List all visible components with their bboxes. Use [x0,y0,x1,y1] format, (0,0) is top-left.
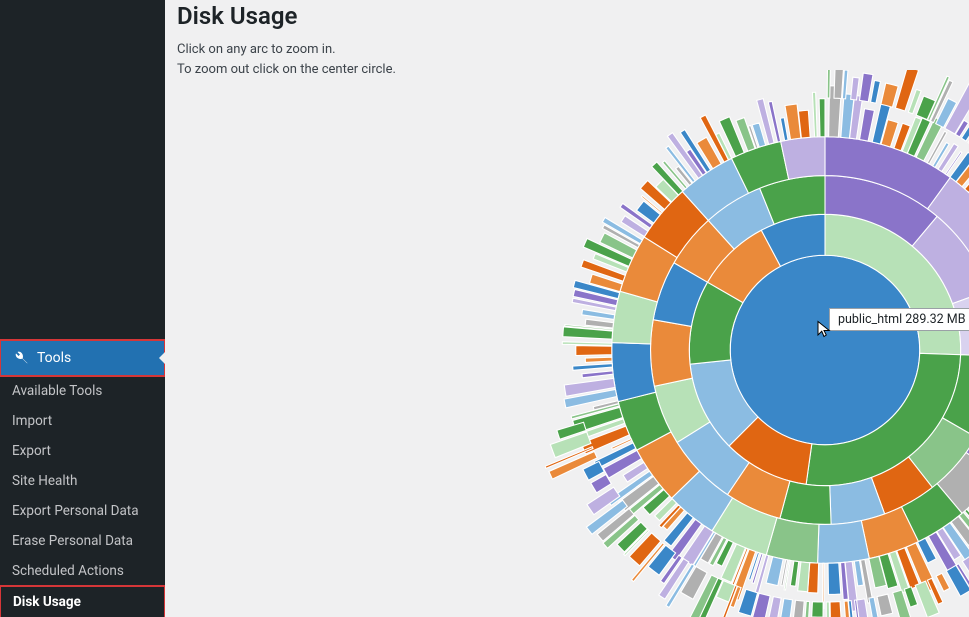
arc-l4-j[interactable] [818,521,870,564]
spike-r6-79[interactable] [812,602,823,617]
spike-r5-113[interactable] [582,371,613,378]
spike-r5-121[interactable] [582,309,615,319]
spike-r6-78[interactable] [826,602,830,617]
spike-r6-80[interactable] [804,601,809,617]
spike-r6-6[interactable] [881,83,898,107]
arc-l3-l[interactable] [651,320,693,387]
sunburst-container: public_html 289.32 MB [165,0,969,617]
spike-r5-157[interactable] [812,92,817,137]
spike-r5-154[interactable] [780,118,788,141]
spike-r6-65[interactable] [946,565,969,596]
disk-usage-sunburst[interactable] [545,70,969,617]
sidebar-menu-tools-label: Tools [37,350,71,366]
spike-r5-3[interactable] [860,109,875,141]
spike-r6-0[interactable] [827,70,831,98]
sidebar-item-site-health[interactable]: Site Health [0,466,165,496]
spike-r5-115[interactable] [585,357,612,362]
sidebar-item-disk-usage[interactable]: Disk Usage [0,586,165,617]
spike-r5-78[interactable] [790,561,798,586]
spike-r6-71[interactable] [877,594,893,616]
spike-r5-114[interactable] [573,364,613,371]
instruction-line-2: To zoom out click on the center circle. [177,62,396,77]
sidebar-item-import[interactable]: Import [0,406,165,436]
sidebar-submenu-tools: Available Tools Import Export Site Healt… [0,376,165,617]
spike-r5-117[interactable] [562,342,612,346]
sidebar-item-export[interactable]: Export [0,436,165,466]
wrench-icon [11,349,29,367]
spike-r5-81[interactable] [766,557,783,586]
page-title: Disk Usage [177,2,957,30]
spike-r6-1[interactable] [834,70,844,99]
sidebar-item-export-personal[interactable]: Export Personal Data [0,496,165,526]
spike-r6-77[interactable] [830,602,843,617]
arc-l4-p[interactable] [612,343,656,402]
sidebar-upper-spacer [0,0,165,340]
arc-l4-v[interactable] [781,137,825,180]
sidebar-item-erase-personal[interactable]: Erase Personal Data [0,526,165,556]
instruction-line-1: Click on any arc to zoom in. [177,42,336,57]
spike-r5-77[interactable] [798,562,810,592]
admin-sidebar: Tools Available Tools Import Export Site… [0,0,165,617]
spike-r6-81[interactable] [793,600,804,617]
sidebar-menu-tools[interactable]: Tools [0,340,165,376]
spike-r6-66[interactable] [936,573,950,591]
main-content: Disk Usage Click on any arc to zoom in. … [165,0,969,617]
sidebar-item-scheduled-actions[interactable]: Scheduled Actions [0,556,165,586]
sidebar-item-available-tools[interactable]: Available Tools [0,376,165,406]
spike-r5-74[interactable] [828,563,841,595]
spike-r6-5[interactable] [871,81,881,104]
spike-r5-116[interactable] [576,346,612,356]
arc-public_html[interactable] [730,255,920,445]
spike-r5-158[interactable] [819,99,825,137]
